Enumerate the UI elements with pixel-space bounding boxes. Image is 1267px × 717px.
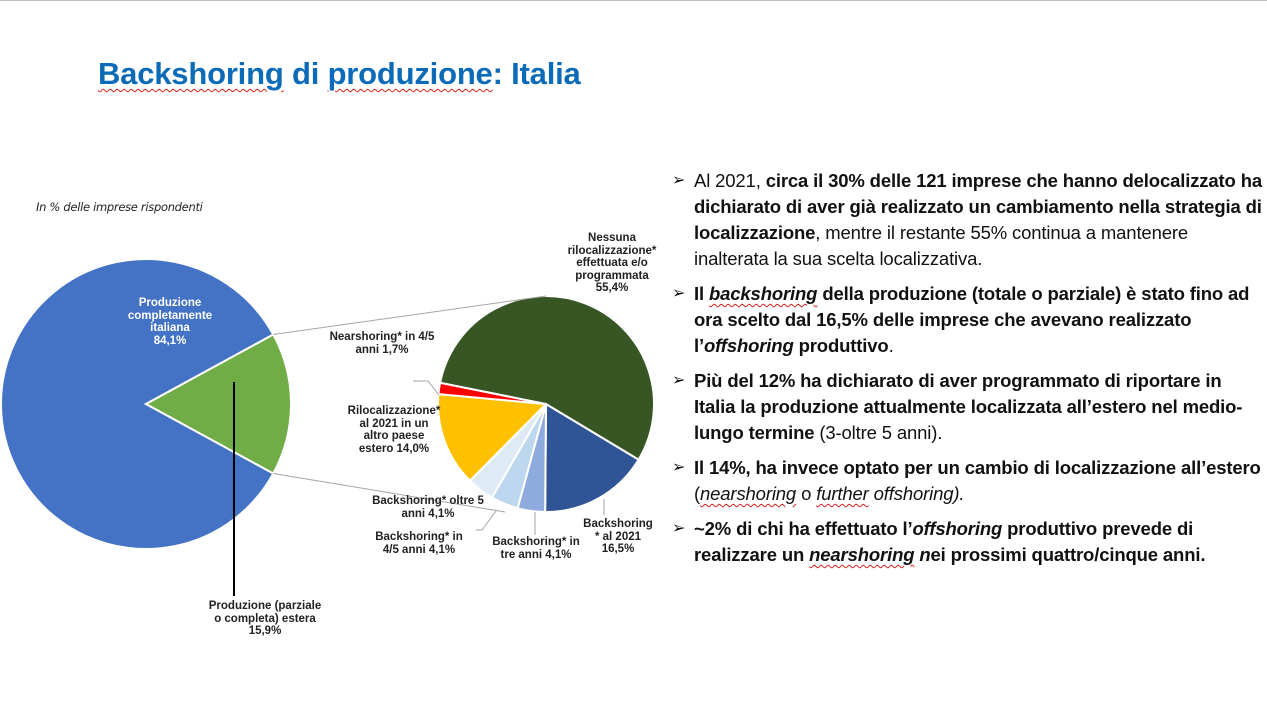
label-relocation-abroad: Rilocalizzazione* al 2021 in un altro pa…: [347, 405, 441, 455]
label-nearshoring: Nearshoring* in 4/5 anni 1,7%: [329, 331, 435, 356]
chart-subtitle: In % delle imprese rispondenti: [36, 200, 203, 214]
label-backshoring-2021: Backshoring * al 2021 16,5%: [583, 518, 653, 555]
bullet-text: ei prossimi quattro/cinque anni.: [930, 544, 1206, 565]
slide-title: Backshoring di produzione: Italia: [98, 56, 581, 91]
pie-slice-no-relocation: [438, 295, 655, 461]
bullet-text: offshoring: [703, 335, 794, 356]
bullet-text: , mentre il restante 55% continua a mant…: [694, 222, 1188, 269]
bullet-text: n: [914, 544, 931, 565]
label-backshoring-5plus: Backshoring* oltre 5 anni 4,1%: [372, 495, 484, 520]
bullet-text: Il 14%, ha invece optato per un cambio d…: [694, 457, 1261, 478]
bullet-list: ➢ Al 2021, circa il 30% delle 121 imprese…: [672, 168, 1264, 577]
bullet-text: (3-oltre 5 anni).: [814, 422, 943, 443]
bullet-text: ~2% di chi ha effettuato l’: [694, 518, 913, 539]
bullet-item: ➢ Il 14%, ha invece optato per un cambio …: [672, 455, 1264, 507]
arrowhead-bullet-icon: ➢: [672, 520, 686, 537]
bullet-text: offshoring).: [868, 483, 965, 504]
bullet-text: .: [888, 335, 894, 356]
top-border: [0, 0, 1267, 1]
bullet-text: della produzione (totale o parziale) è s…: [694, 283, 1250, 356]
bullet-text: further: [816, 483, 869, 504]
label-foreign: Produzione (parziale o completa) estera …: [208, 600, 322, 637]
arrowhead-bullet-icon: ➢: [672, 372, 686, 389]
pie-slice-italian: [0, 258, 275, 550]
arrowhead-bullet-icon: ➢: [672, 285, 686, 302]
connector-line-bottom: [273, 472, 506, 513]
bullet-item: ➢ Al 2021, circa il 30% delle 121 imprese…: [672, 168, 1264, 272]
pie-slice-backshoring-2021: [544, 402, 640, 513]
leader-line-nearshoring: [413, 380, 440, 396]
bullet-item: ➢ Il backshoring della produzione (totale…: [672, 281, 1264, 359]
bullet-text: nearshoring: [809, 544, 915, 565]
label-backshoring-3: Backshoring* in tre anni 4,1%: [492, 536, 580, 561]
pie-slice-foreign: [143, 333, 292, 475]
bullet-text: Il: [694, 283, 709, 304]
pie-slice-relocation-abroad: [437, 393, 549, 483]
arrowhead-bullet-icon: ➢: [672, 172, 686, 189]
bullet-text: produttivo prevede di realizzare un: [694, 518, 1194, 565]
leader-line-backshoring-45: [476, 510, 497, 531]
arrowhead-bullet-icon: ➢: [672, 459, 686, 476]
bullet-text: (: [694, 483, 701, 504]
bullet-text: circa il 30% delle 121 imprese che hanno…: [694, 170, 1262, 243]
bullet-text: Più del 12% ha dichiarato di aver progra…: [694, 370, 1243, 443]
bullet-text: produttivo: [793, 335, 889, 356]
pie-of-pie-chart: [0, 258, 655, 596]
label-italian: Produzione completamente italiana 84,1%: [127, 297, 213, 347]
label-backshoring-45: Backshoring* in 4/5 anni 4,1%: [375, 531, 463, 556]
bullet-text: offshoring: [912, 518, 1003, 539]
bullet-text: Al 2021,: [694, 170, 766, 191]
bullet-text: nearshoring: [700, 483, 797, 504]
bullet-item: ➢ ~2% di chi ha effettuato l’offshoring p…: [672, 516, 1264, 568]
label-no-relocation: Nessuna rilocalizzazione* effettuata e/o…: [567, 232, 657, 294]
connector-line-top: [273, 295, 547, 336]
bullet-item: ➢ Più del 12% ha dichiarato di aver progr…: [672, 368, 1264, 446]
bullet-text: o: [796, 483, 817, 504]
bullet-text: backshoring: [708, 283, 818, 304]
